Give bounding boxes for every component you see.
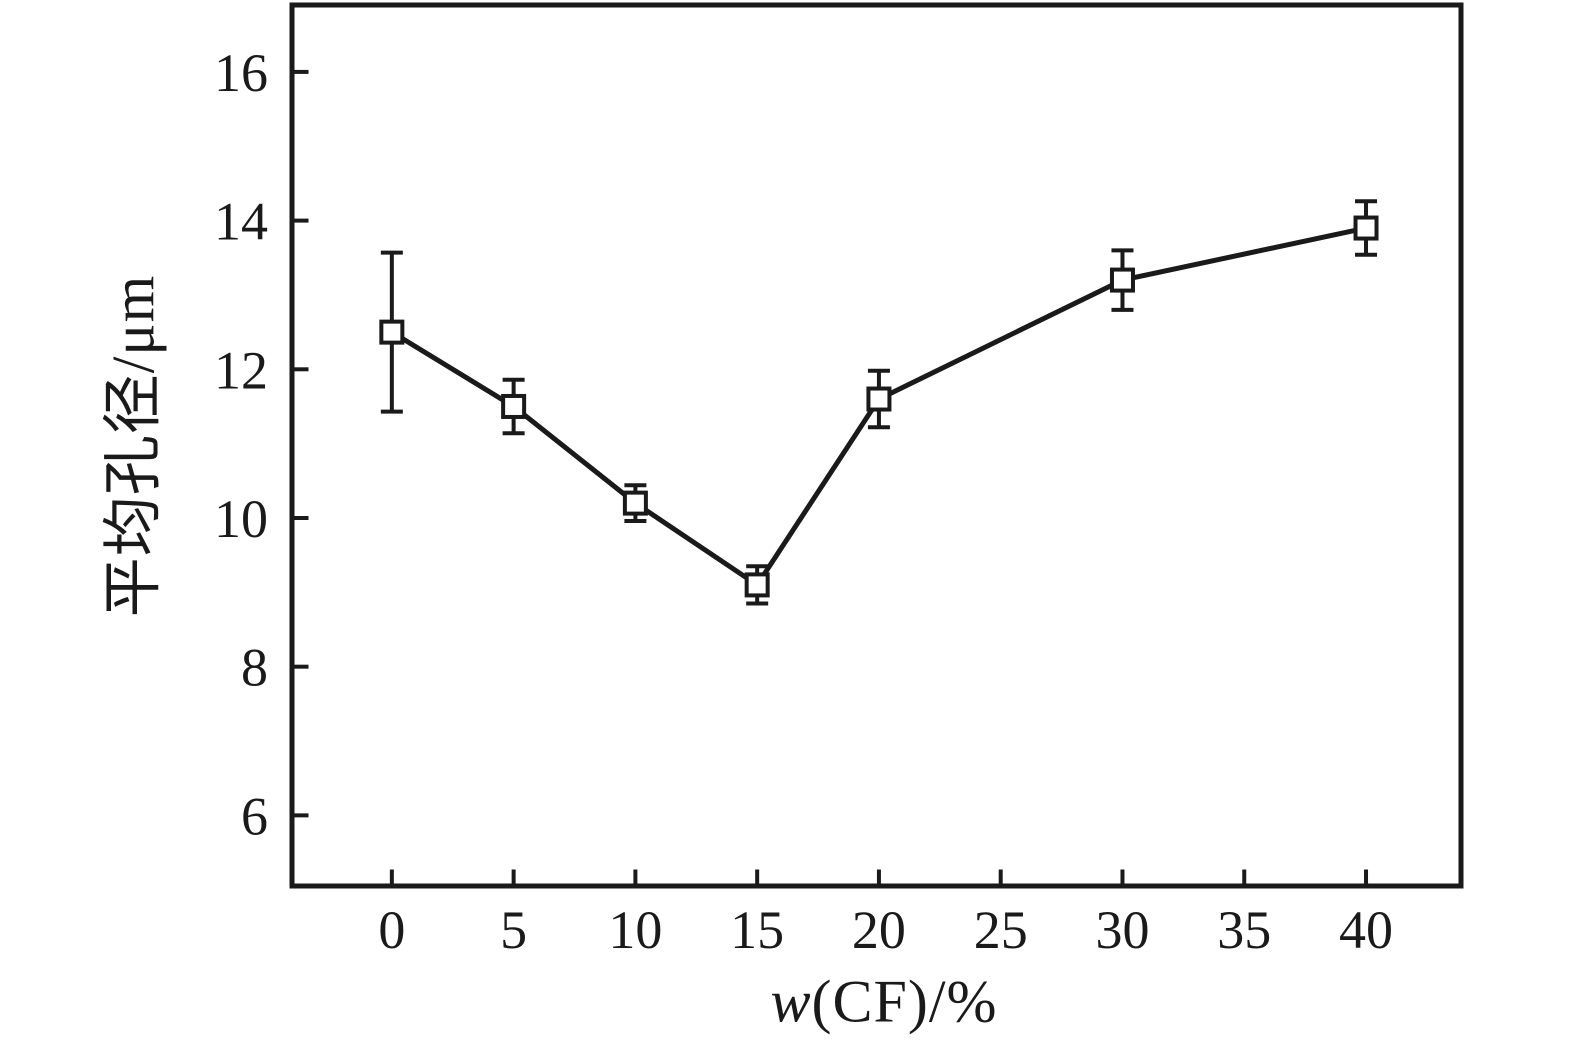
y-tick-label: 8 (241, 638, 268, 698)
x-tick-label: 40 (1339, 900, 1393, 960)
x-axis-title: w(CF)/% (770, 968, 997, 1037)
x-tick-label: 30 (1095, 900, 1149, 960)
y-tick-label: 10 (214, 489, 268, 549)
y-axis-title: 平均孔径/μm (100, 274, 167, 618)
x-tick-label: 0 (378, 900, 405, 960)
x-axis-title-symbol: w (770, 968, 812, 1035)
data-point-marker (501, 393, 527, 419)
x-tick-label: 15 (730, 900, 784, 960)
data-point-marker (622, 490, 648, 516)
x-tick-label: 25 (974, 900, 1028, 960)
y-tick-label: 6 (241, 786, 268, 846)
plot-frame (289, 2, 1464, 889)
y-tick-label: 16 (214, 43, 268, 103)
data-point-marker (379, 319, 405, 345)
y-tick-label: 12 (214, 340, 268, 400)
data-point-marker (1109, 267, 1135, 293)
x-axis-title-units: (CF)/% (811, 968, 998, 1035)
x-tick-label: 20 (852, 900, 906, 960)
data-point-marker (744, 572, 770, 598)
x-tick-label: 10 (608, 900, 662, 960)
x-tick-label: 5 (500, 900, 527, 960)
data-point-marker (866, 386, 892, 412)
y-tick-label: 14 (214, 192, 268, 252)
x-tick-label: 35 (1217, 900, 1271, 960)
data-point-marker (1353, 215, 1379, 241)
